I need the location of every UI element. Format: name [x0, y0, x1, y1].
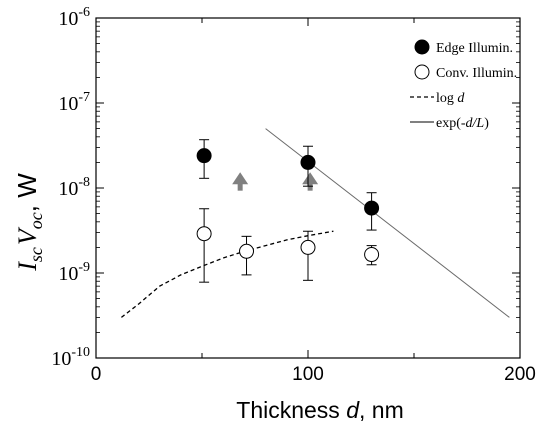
x-axis-label: Thickness d, nm	[236, 397, 403, 423]
y-tick-label: 10-9	[58, 260, 90, 285]
y-tick-label: 10-6	[58, 5, 90, 30]
legend-entry: exp(-d/L)	[410, 116, 489, 131]
edge-data-point	[364, 192, 380, 231]
legend-label: log d	[436, 91, 465, 106]
arrow-head	[232, 172, 249, 185]
y-tick-label: 10-8	[58, 175, 90, 200]
edge-data-point	[300, 145, 316, 187]
conv-data-point	[364, 245, 380, 266]
filled-marker	[196, 148, 212, 164]
legend-label: exp(-d/L)	[436, 116, 489, 131]
legend: Edge Illumin. Conv. Illumin. log d exp(-d/L…	[410, 39, 517, 131]
arrow-head	[302, 172, 319, 185]
y-tick-label: 10-10	[51, 345, 90, 370]
y-axis-label: IscVoc, W	[12, 173, 46, 272]
conv-data-point	[239, 235, 255, 276]
axis-ticks: 0 100 200 10-10 10-9 10-8 10-7 10-6	[51, 5, 536, 385]
legend-label: Conv. Illumin.	[436, 66, 517, 81]
x-tick-label: 200	[504, 364, 536, 385]
edge-data-point	[196, 139, 212, 179]
legend-marker	[414, 64, 430, 80]
legend-marker	[414, 39, 430, 55]
log-d-line	[121, 230, 334, 318]
open-marker	[239, 243, 255, 259]
exp-fit-line	[265, 128, 510, 318]
filled-marker	[364, 200, 380, 216]
conv-data-point	[300, 230, 316, 281]
legend-entry: Conv. Illumin.	[414, 64, 517, 81]
open-marker	[364, 247, 380, 263]
open-marker	[300, 239, 316, 255]
filled-marker	[300, 154, 316, 170]
legend-entry: Edge Illumin.	[414, 39, 513, 56]
y-tick-label: 10-7	[58, 90, 90, 115]
series-layer	[121, 128, 510, 318]
open-marker	[196, 226, 212, 242]
up-arrow	[302, 172, 319, 191]
x-tick-label: 100	[292, 364, 324, 385]
conv-data-point	[196, 208, 212, 283]
legend-label: Edge Illumin.	[436, 41, 513, 56]
x-tick-label: 0	[91, 364, 102, 385]
legend-entry: log d	[410, 91, 465, 106]
up-arrow	[232, 172, 249, 191]
